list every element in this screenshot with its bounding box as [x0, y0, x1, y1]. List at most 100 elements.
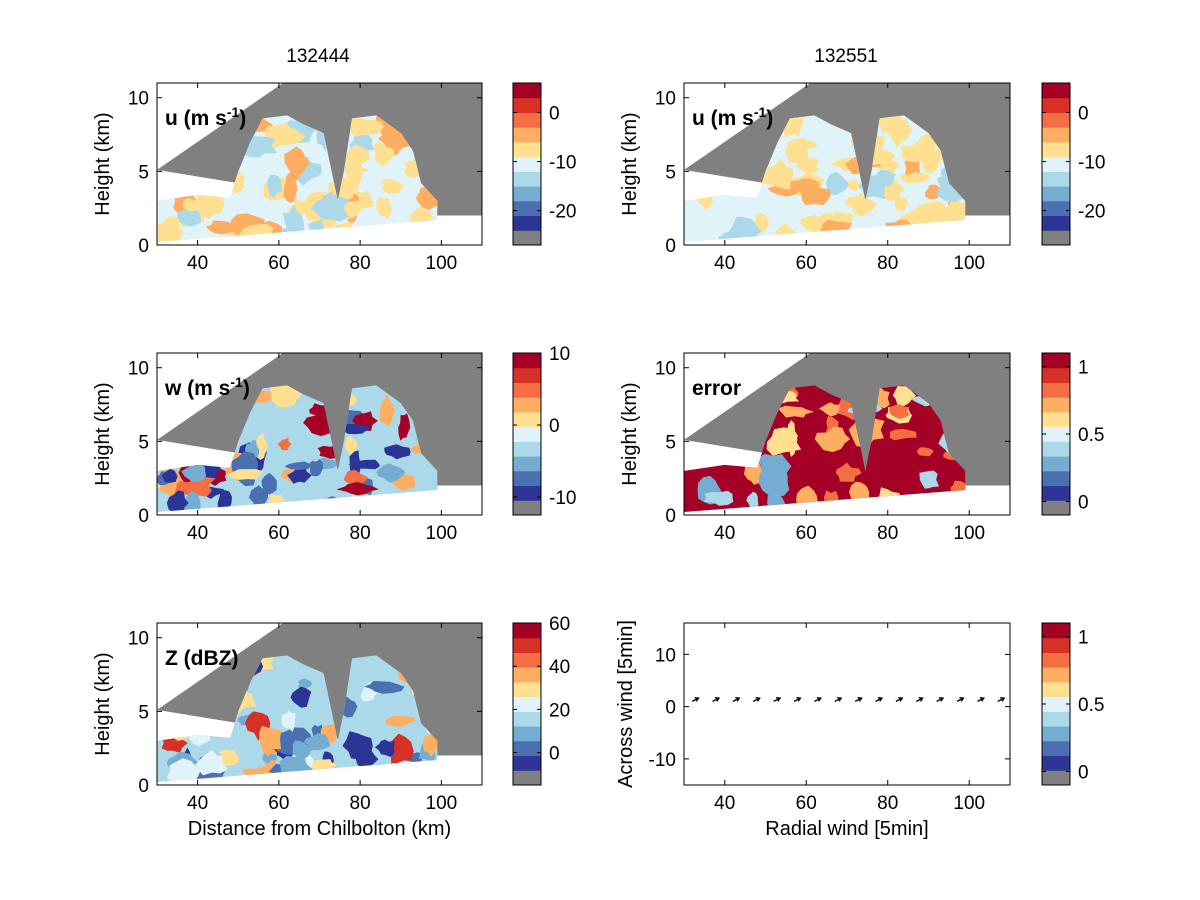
colorbar-swatch: [1042, 711, 1070, 727]
colorbar-swatch: [513, 156, 541, 172]
colorbar-swatch: [1042, 230, 1070, 246]
colorbar-swatch: [513, 200, 541, 217]
x-tick-label: 100: [953, 523, 985, 544]
x-axis-label: Radial wind [5min]: [765, 818, 928, 840]
colorbar-swatch: [1042, 667, 1070, 683]
wind-arrow: [712, 697, 721, 702]
panel-Z-132444: Z (dBZ) 40 60 80 100 0 5 10 Height (km) Distance …: [92, 614, 570, 840]
colorbar-swatch: [513, 353, 541, 369]
colorbar-swatch: [513, 426, 541, 442]
wind-arrow: [956, 697, 965, 702]
x-tick-label: 60: [796, 253, 817, 274]
colorbar-swatch: [513, 755, 541, 771]
y-tick-label: 0: [138, 776, 149, 797]
colorbar-swatch: [1042, 500, 1070, 516]
colorbar-swatch: [513, 382, 541, 398]
x-tick-label: 40: [714, 523, 735, 544]
colorbar-swatch: [1042, 353, 1070, 369]
x-tick-label: 100: [426, 523, 458, 544]
x-tick-label: 40: [187, 253, 208, 274]
wind-arrow: [875, 697, 884, 702]
y-axis-label: Height (km): [92, 652, 114, 755]
wind-arrow: [691, 697, 700, 702]
y-tick-label: 5: [138, 702, 149, 723]
colorbar-tick-label: 20: [549, 700, 570, 721]
y-tick-label: 0: [665, 236, 676, 257]
x-tick-label: 100: [426, 253, 458, 274]
colorbar-swatch: [513, 637, 541, 653]
x-tick-label: 80: [350, 793, 371, 814]
colorbar-swatch: [513, 411, 541, 428]
colorbar-swatch: [1042, 171, 1070, 187]
colorbar-tick-label: -10: [549, 488, 576, 509]
y-axis-label: Height (km): [619, 112, 641, 215]
colorbar-swatch: [513, 112, 541, 128]
colorbar-swatch: [513, 500, 541, 516]
colorbar-swatch: [1042, 726, 1070, 742]
no-data-lower: [684, 225, 1010, 245]
colorbar-swatch: [1042, 652, 1070, 668]
colorbar-swatch: [1042, 97, 1070, 113]
wind-arrow: [752, 697, 761, 702]
wind-arrow: [936, 697, 945, 702]
no-data-lower: [684, 495, 1010, 515]
x-tick-label: 40: [187, 523, 208, 544]
colorbar: 0 -10 -20: [1041, 82, 1105, 246]
colorbar-swatch: [1042, 186, 1070, 202]
colorbar-swatch: [1042, 367, 1070, 383]
y-tick-label: 10: [128, 359, 149, 380]
wind-arrow: [997, 697, 1006, 702]
colorbar-swatch: [1042, 470, 1070, 487]
colorbar-swatch: [1042, 200, 1070, 217]
colorbar-swatch: [513, 127, 541, 143]
y-tick-label: 5: [665, 432, 676, 453]
colorbar-swatch: [513, 681, 541, 698]
y-axis-label: Height (km): [92, 382, 114, 485]
wind-arrow: [895, 697, 904, 702]
colorbar-swatch: [1042, 426, 1070, 442]
x-tick-label: 40: [714, 253, 735, 274]
colorbar-swatch: [513, 215, 541, 231]
colorbar-swatch: [513, 667, 541, 683]
colorbar-tick-label: 0: [1078, 493, 1089, 514]
colorbar: 60 40 20 0: [512, 614, 570, 786]
wind-arrow: [732, 697, 741, 702]
colorbar-swatch: [513, 397, 541, 413]
x-tick-label: 100: [953, 253, 985, 274]
y-axis-label: Across wind [5min]: [615, 620, 637, 788]
y-tick-label: 10: [655, 645, 676, 666]
wind-arrow: [977, 697, 985, 702]
colorbar-tick-label: 10: [549, 344, 570, 365]
colorbar-swatch: [1042, 83, 1070, 99]
colorbar-swatch: [513, 230, 541, 246]
x-axis-label: Distance from Chilbolton (km): [188, 818, 451, 840]
colorbar-swatch: [513, 441, 541, 457]
colorbar-swatch: [1042, 441, 1070, 457]
y-tick-label: 10: [128, 629, 149, 650]
colorbar-swatch: [513, 141, 541, 158]
x-tick-label: 60: [796, 793, 817, 814]
colorbar-swatch: [513, 97, 541, 113]
y-tick-label: 0: [138, 506, 149, 527]
colorbar-swatch: [1042, 637, 1070, 653]
storm-field: [684, 115, 966, 243]
colorbar-tick-label: 0: [549, 416, 560, 437]
title-right: 132551: [814, 46, 877, 67]
colorbar-swatch: [513, 485, 541, 501]
colorbar-swatch: [513, 770, 541, 786]
colorbar-tick-label: 1: [1078, 358, 1089, 379]
colorbar-swatch: [513, 186, 541, 202]
x-tick-label: 80: [877, 793, 898, 814]
x-tick-label: 80: [350, 523, 371, 544]
colorbar-swatch: [1042, 755, 1070, 771]
colorbar-swatch: [1042, 770, 1070, 786]
colorbar-swatch: [513, 470, 541, 487]
x-tick-label: 60: [268, 253, 289, 274]
wind-arrow: [915, 697, 924, 702]
colorbar: 10.50: [1041, 622, 1104, 786]
